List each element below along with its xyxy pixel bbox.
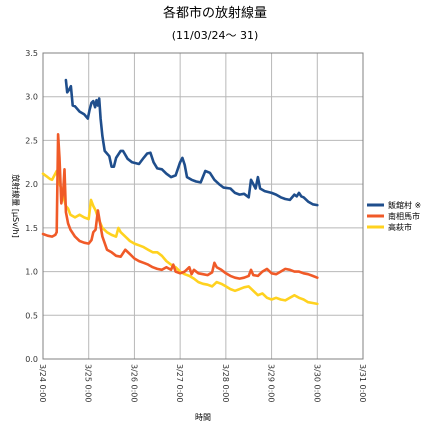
y-tick-label: 3.0 [25,93,38,102]
series-lines [41,78,319,306]
series-line-2 [41,169,319,306]
y-tick-label: 1.0 [25,268,38,277]
y-tick-label: 2.0 [25,180,38,189]
y-tick-label: 3.5 [25,49,38,58]
legend-label-2: 高萩市 [388,222,412,232]
x-tick-label: 3/24 0:00 [38,364,47,402]
x-tick-label: 3/30 0:00 [312,364,321,402]
x-tick-label: 3/29 0:00 [267,364,276,402]
series-line-0 [64,78,319,207]
x-axis: 3/24 0:00 3/25 0:00 3/26 0:00 3/27 0:00 3/28… [38,364,367,402]
y-tick-label: 1.5 [25,224,38,233]
y-tick-label: 0.5 [25,311,38,320]
y-tick-label: 2.5 [25,136,38,145]
x-axis-label: 時間 [195,413,211,422]
x-tick-label: 3/28 0:00 [221,364,230,402]
grid [42,52,364,360]
x-tick-label: 3/25 0:00 [84,364,93,402]
x-tick-label: 3/27 0:00 [175,364,184,402]
chart-subtitle: (11/03/24～ 31) [172,29,258,42]
y-tick-label: 0.0 [25,355,38,364]
legend-label-1: 南相馬市 [388,211,420,221]
x-tick-label: 3/31 0:00 [358,364,367,402]
x-tick-label: 3/26 0:00 [129,364,138,402]
plot-area-border [42,52,364,360]
y-axis-label: 放射線量 [μSv/h] [11,174,21,237]
chart-title: 各都市の放射線量 [163,5,267,21]
legend-label-0: 飯舘村 ※ [388,200,421,210]
series-line-1 [41,133,319,280]
y-axis: 0.0 0.5 1.0 1.5 2.0 2.5 3.0 3.5 [25,49,38,364]
